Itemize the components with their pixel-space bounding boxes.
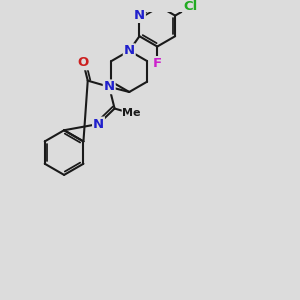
- Text: O: O: [78, 56, 89, 69]
- Text: Cl: Cl: [183, 0, 197, 13]
- Text: N: N: [124, 44, 135, 57]
- Text: F: F: [153, 57, 162, 70]
- Text: N: N: [93, 118, 104, 130]
- Text: Me: Me: [122, 109, 141, 118]
- Text: N: N: [103, 80, 115, 93]
- Text: N: N: [134, 9, 145, 22]
